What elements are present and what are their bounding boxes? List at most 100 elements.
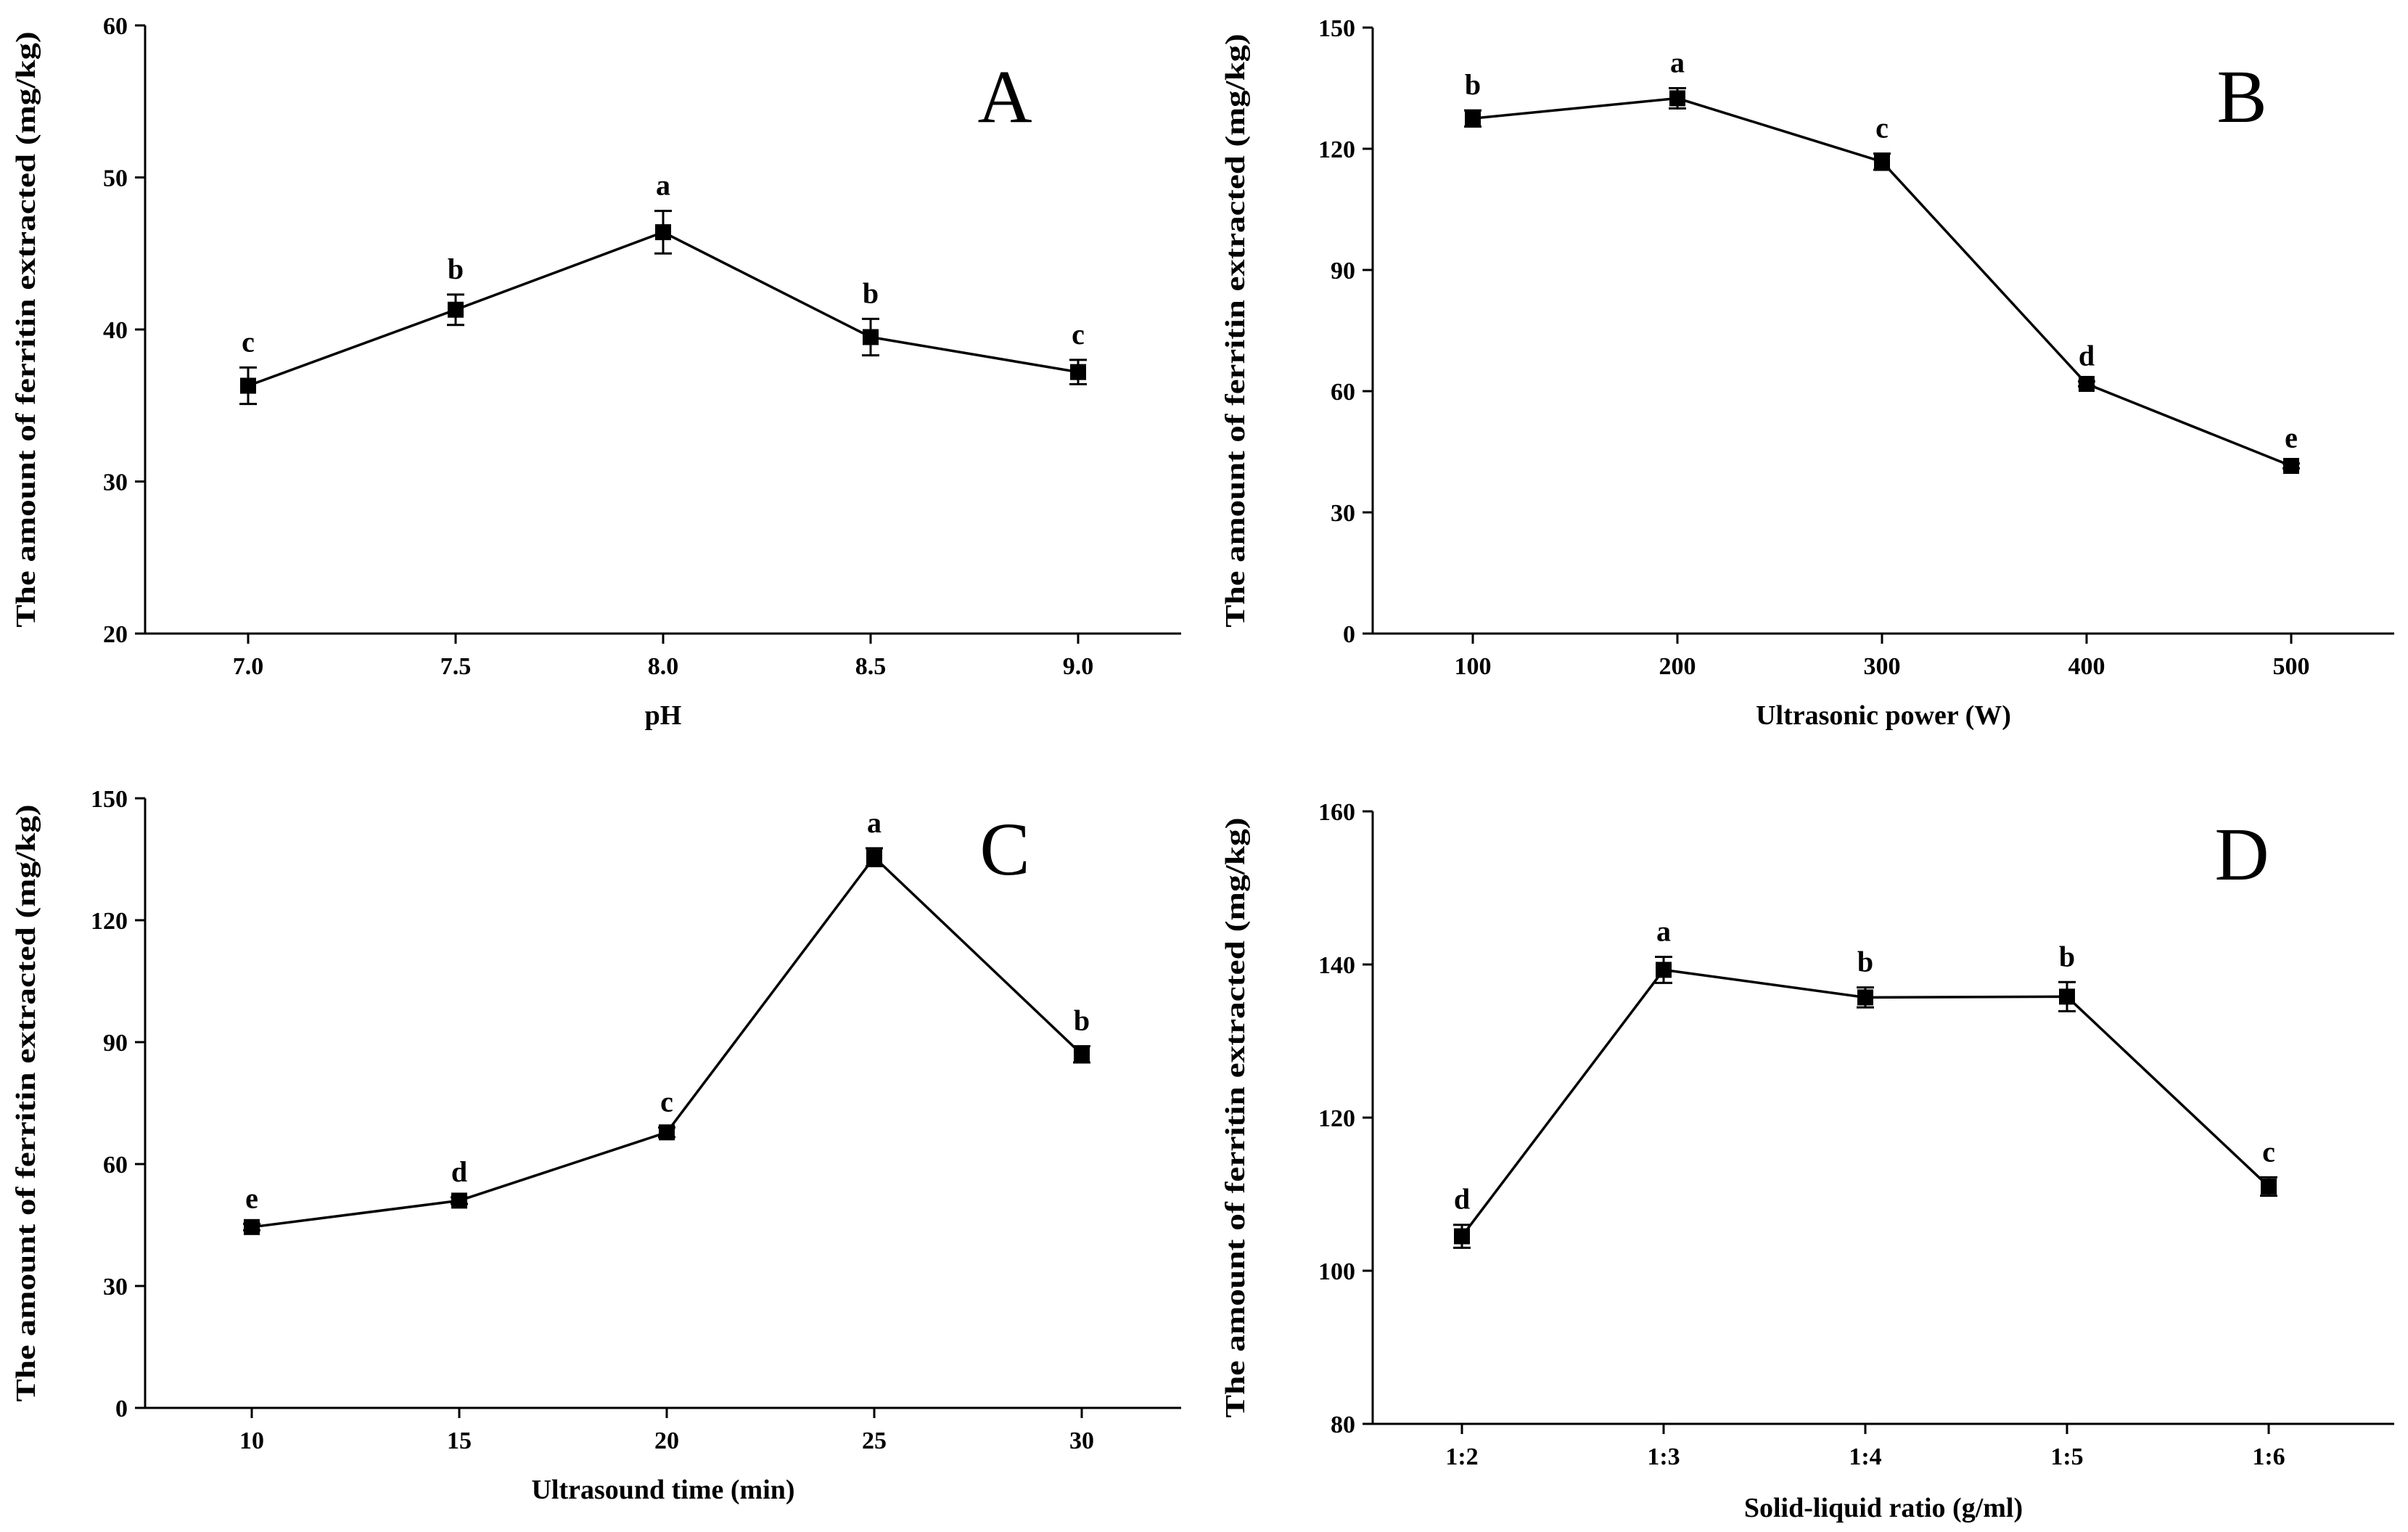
x-tick-label: 30 (1069, 1427, 1094, 1454)
chart-panel-c: 0 30 60 90 120 150 10 15 20 25 30 Ultrasound time (… (11, 786, 1181, 1505)
y-tick-label: 90 (103, 1030, 128, 1057)
series-line (251, 855, 1083, 1229)
x-tick-label: 400 (2068, 653, 2105, 680)
data-point (451, 1192, 467, 1209)
data-point (866, 849, 882, 866)
y-tick-label: 60 (103, 13, 128, 40)
x-tick-label: 1:6 (2252, 1443, 2285, 1470)
y-tick-label: 0 (115, 1396, 128, 1422)
y-tick-label: 0 (1343, 621, 1355, 648)
data-point (1465, 110, 1481, 127)
significance-letter: a (1656, 914, 1671, 947)
data-point (1857, 989, 1873, 1006)
significance-letter: e (2285, 422, 2298, 454)
significance-letter: c (2262, 1135, 2275, 1168)
y-tick-label: 40 (103, 317, 128, 344)
y-tick-label: 150 (1318, 15, 1355, 42)
panel-letter: C (979, 808, 1030, 891)
data-point (659, 1124, 675, 1141)
significance-letter: a (1670, 46, 1685, 79)
y-tick-label: 30 (103, 470, 128, 496)
data-point (1656, 962, 1672, 978)
significance-letter: e (245, 1181, 258, 1214)
y-axis-title: The amount of ferritin extracted (mg/kg) (11, 804, 41, 1401)
x-tick-label: 10 (239, 1427, 264, 1454)
significance-letter: d (1454, 1183, 1470, 1216)
series-line (1460, 968, 2270, 1237)
x-axis-title: Solid-liquid ratio (g/ml) (1744, 1493, 2023, 1523)
y-tick-label: 50 (103, 165, 128, 192)
x-tick-label: 100 (1455, 653, 1492, 680)
y-tick-label: 20 (103, 621, 128, 648)
significance-letter: d (451, 1155, 467, 1188)
panel-letter: A (977, 55, 1032, 139)
x-axis-title: Ultrasound time (min) (531, 1475, 794, 1505)
series-line (247, 231, 1079, 388)
y-tick-label: 30 (103, 1274, 128, 1300)
x-axis-title: pH (645, 700, 682, 731)
data-point (655, 224, 671, 240)
data-point (2261, 1178, 2277, 1195)
x-tick-label: 7.0 (233, 653, 264, 680)
y-tick-label: 80 (1331, 1412, 1355, 1438)
y-tick-label: 140 (1318, 952, 1355, 979)
y-axis-title: The amount of ferritin extracted (mg/kg) (11, 31, 41, 627)
x-tick-label: 1:4 (1849, 1443, 1881, 1470)
x-tick-label: 1:2 (1445, 1443, 1478, 1470)
y-axis-title: The amount of ferritin extracted (mg/kg) (1220, 33, 1251, 627)
data-point (240, 377, 256, 394)
x-tick-label: 8.5 (855, 653, 887, 680)
chart-panel-b: 0 30 60 90 120 150 100 200 300 400 500 Ultrasonic p… (1220, 15, 2394, 731)
chart-panel-d: 80 100 120 140 160 1:2 1:3 1:4 1:5 1:6 Solid-liqui… (1220, 799, 2394, 1523)
y-tick-label: 120 (1318, 136, 1355, 163)
y-tick-label: 60 (1331, 379, 1355, 406)
y-tick-label: 90 (1331, 258, 1355, 284)
x-tick-label: 300 (1864, 653, 1901, 680)
data-point (448, 301, 464, 318)
y-tick-label: 60 (103, 1152, 128, 1179)
data-point (1874, 153, 1890, 170)
significance-letter: c (660, 1086, 673, 1118)
data-point (1454, 1228, 1470, 1245)
significance-letter: a (656, 169, 670, 202)
chart-panel-a: 20 30 40 50 60 7.0 7.5 8.0 8.5 9.0 pH The amount of… (11, 13, 1181, 731)
significance-letter: c (1072, 318, 1085, 351)
x-tick-label: 1:3 (1647, 1443, 1680, 1470)
x-tick-label: 7.5 (440, 653, 472, 680)
data-point (2059, 988, 2075, 1005)
panel-letter: B (2216, 55, 2267, 139)
y-tick-label: 100 (1318, 1258, 1355, 1285)
x-tick-label: 25 (862, 1427, 887, 1454)
data-point (2283, 457, 2299, 474)
y-tick-label: 120 (91, 908, 128, 935)
x-tick-label: 20 (654, 1427, 679, 1454)
significance-letter: b (1074, 1004, 1090, 1037)
x-tick-label: 1:5 (2050, 1443, 2083, 1470)
significance-letter: c (242, 325, 255, 358)
x-tick-label: 8.0 (648, 653, 679, 680)
data-point (2079, 375, 2095, 392)
y-tick-label: 150 (91, 786, 128, 813)
x-tick-label: 15 (447, 1427, 472, 1454)
x-tick-label: 500 (2273, 653, 2310, 680)
significance-letter: b (1857, 946, 1873, 978)
y-axis-title: The amount of ferritin extracted (mg/kg) (1220, 817, 1251, 1417)
x-axis-title: Ultrasonic power (W) (1756, 700, 2011, 731)
significance-letter: a (867, 806, 882, 839)
significance-letter: d (2079, 340, 2095, 372)
significance-letter: b (1465, 68, 1481, 101)
y-tick-label: 120 (1318, 1105, 1355, 1132)
panel-letter: D (2214, 813, 2269, 896)
x-tick-label: 9.0 (1063, 653, 1094, 680)
data-point (1669, 90, 1685, 107)
data-point (1074, 1046, 1090, 1062)
significance-letter: c (1875, 112, 1889, 144)
significance-letter: b (2059, 940, 2075, 972)
y-tick-label: 30 (1331, 500, 1355, 527)
y-tick-label: 160 (1318, 799, 1355, 826)
data-point (863, 329, 879, 345)
data-point (1070, 364, 1086, 380)
data-point (244, 1218, 260, 1235)
significance-letter: b (863, 277, 879, 309)
